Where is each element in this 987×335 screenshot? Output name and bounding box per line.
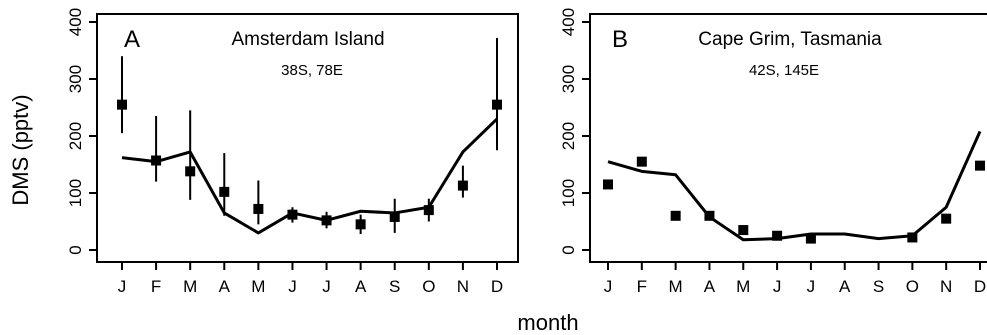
month-label: D: [491, 277, 503, 296]
x-axis-title: month: [517, 310, 578, 335]
month-label: N: [457, 277, 469, 296]
month-label: J: [322, 277, 331, 296]
panel-title: Cape Grim, Tasmania: [698, 29, 882, 50]
data-point: [975, 160, 985, 171]
y-tick-label: 300: [559, 65, 578, 93]
month-label: A: [704, 277, 716, 296]
data-point: [907, 232, 918, 243]
data-point: [423, 205, 434, 216]
data-point: [355, 219, 366, 230]
month-label: J: [288, 277, 297, 296]
data-point: [805, 233, 816, 244]
month-label: D: [974, 277, 986, 296]
month-label: N: [940, 277, 952, 296]
y-tick-label: 0: [66, 245, 85, 254]
month-label: J: [773, 277, 782, 296]
panel-b-cape-grim: 0 100 200 300 400 J F M A M J J A S O N D B Cape Grim, Tas…: [559, 8, 987, 296]
month-label: M: [736, 277, 750, 296]
month-label: O: [422, 277, 435, 296]
month-label: M: [251, 277, 265, 296]
month-label: J: [118, 277, 127, 296]
plot-frame: [589, 13, 987, 263]
y-tick-label: 200: [66, 122, 85, 150]
y-tick-label: 300: [66, 65, 85, 93]
y-tick-label: 400: [559, 8, 578, 36]
month-label: J: [807, 277, 816, 296]
month-label: J: [604, 277, 613, 296]
y-tick-label: 0: [559, 245, 578, 254]
data-point: [636, 156, 647, 167]
model-line: [121, 117, 499, 235]
panel-letter: B: [612, 26, 628, 53]
month-label: M: [183, 277, 197, 296]
data-point: [117, 99, 127, 110]
data-point: [704, 210, 715, 221]
month-label: S: [873, 277, 884, 296]
month-label: A: [219, 277, 231, 296]
panel-a-amsterdam-island: 0 100 200 300 400 J F M A M J J A S O N D A Amsterdam Isla…: [66, 8, 519, 296]
panel-subtitle: 42S, 145E: [749, 62, 819, 79]
month-label: A: [355, 277, 367, 296]
model-line: [607, 130, 982, 242]
month-label: F: [151, 277, 161, 296]
data-point: [492, 99, 502, 110]
panel-subtitle: 38S, 78E: [281, 62, 343, 79]
month-label: M: [669, 277, 683, 296]
y-axis-title: DMS (pptv): [8, 94, 33, 205]
data-point: [287, 209, 298, 220]
data-point: [772, 230, 783, 241]
y-tick-label: 400: [66, 8, 85, 36]
data-point: [941, 213, 952, 224]
y-tick-label: 100: [559, 179, 578, 207]
data-point: [253, 203, 264, 214]
month-label: A: [839, 277, 851, 296]
month-label: S: [389, 277, 400, 296]
data-point: [321, 215, 332, 226]
data-point: [185, 166, 196, 177]
data-point: [219, 186, 230, 197]
panel-title: Amsterdam Island: [231, 29, 384, 50]
data-point: [389, 211, 400, 222]
plot-frame: [96, 13, 519, 263]
data-point: [151, 155, 162, 166]
y-tick-label: 200: [559, 122, 578, 150]
data-point: [738, 225, 749, 236]
data-point: [457, 180, 468, 191]
data-point: [670, 210, 681, 221]
y-tick-label: 100: [66, 179, 85, 207]
month-label: F: [637, 277, 647, 296]
month-label: O: [906, 277, 919, 296]
panel-letter: A: [124, 26, 140, 53]
data-point: [603, 179, 613, 190]
